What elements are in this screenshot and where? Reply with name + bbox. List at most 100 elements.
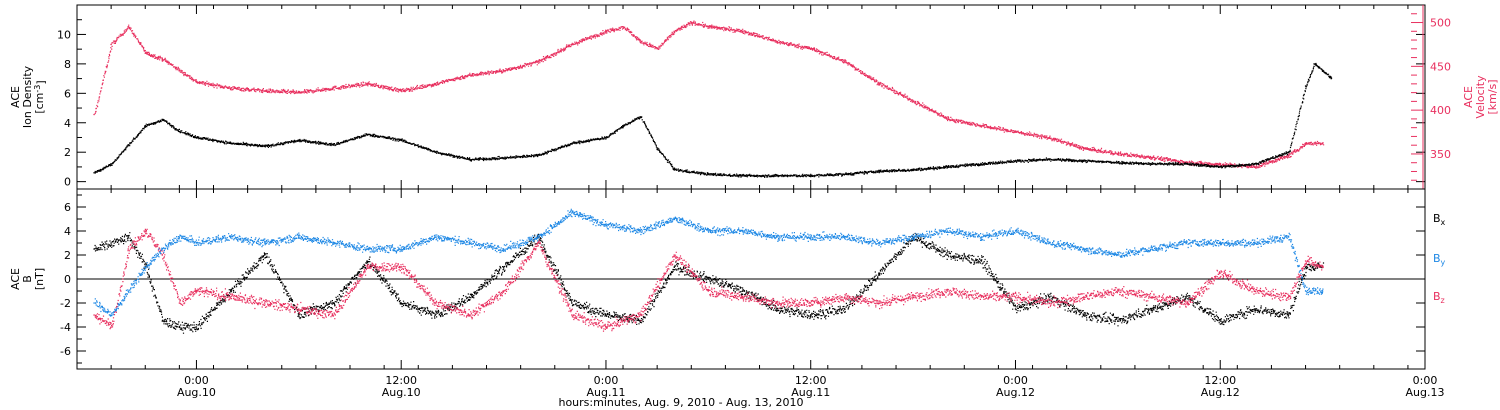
bz-series-point-22 (741, 296, 744, 298)
velocity-series-point-8 (263, 90, 266, 92)
by-series-point-30 (1014, 230, 1017, 232)
time-tick-date: Aug.11 (791, 386, 830, 399)
density-series-point-22 (673, 169, 675, 171)
bx-series-point-37 (1253, 308, 1256, 310)
density-axis-title-line: [cm (33, 93, 46, 114)
time-tick-hour: 12:00 (385, 374, 417, 387)
velocity-tick-label: 500 (1430, 17, 1451, 30)
density-series-point-26 (809, 175, 812, 177)
velocity-series-point-18 (605, 30, 607, 33)
density-tick-label: 10 (57, 28, 71, 41)
density-series-point-42 (1304, 85, 1307, 87)
bx-series-point-38 (1287, 314, 1290, 316)
by-series (93, 208, 1324, 317)
velocity-axis-title-line: ACE (1462, 86, 1475, 108)
time-tick-date: Aug.11 (586, 386, 625, 399)
bx-series-point-22 (741, 290, 744, 292)
density-tick-label: 4 (64, 117, 71, 130)
b-tick-label: 4 (64, 225, 71, 238)
velocity-series-point-28 (844, 61, 846, 63)
bx-series-point-1 (110, 242, 112, 244)
bz-series-point-6 (195, 290, 198, 292)
bz-series-point-21 (707, 290, 710, 292)
density-series-point-12 (400, 139, 403, 142)
by-series-point-34 (1151, 248, 1153, 250)
density-unit-exponent: -3 (33, 85, 42, 93)
bz-series-point-7 (229, 296, 232, 298)
density-series-point-28 (878, 170, 880, 173)
density-series-point-21 (656, 148, 658, 151)
bx-series-point-21 (707, 278, 710, 280)
velocity-axis-title: ACEVelocity[km/s] (1462, 75, 1499, 119)
density-series-point-32 (1014, 160, 1017, 162)
bz-series-point-18 (605, 326, 607, 328)
bx-series-point-10 (332, 302, 334, 304)
velocity-series-point-14 (468, 74, 471, 76)
bz-series-points (94, 228, 1324, 332)
bz-series-point-12 (400, 266, 403, 268)
density-series-point-23 (707, 173, 710, 176)
legend-bz: Bz (1433, 290, 1445, 305)
density-series-point-8 (263, 145, 266, 148)
density-series-points (94, 62, 1333, 178)
time-tick-hour: 0:00 (1413, 374, 1438, 387)
legend-bz-subscript: z (1441, 296, 1445, 305)
bz-series-point-8 (263, 302, 266, 304)
legend-bx-subscript: x (1441, 218, 1446, 227)
by-series-point-0 (93, 302, 95, 304)
by-series-point-39 (1304, 290, 1307, 292)
bz-series-point-2 (127, 248, 129, 250)
bz-series-point-29 (980, 296, 983, 298)
time-axis-title: hours:minutes, Aug. 9, 2010 - Aug. 13, 2… (558, 396, 803, 409)
bx-series-point-26 (878, 272, 880, 274)
density-series-point-19 (622, 124, 624, 127)
by-series-point-14 (468, 242, 471, 244)
velocity-series-point-37 (1151, 156, 1153, 159)
density-series-point-34 (1082, 160, 1085, 162)
bx-series-point-24 (809, 314, 812, 316)
velocity-series-point-32 (980, 125, 983, 127)
velocity-series-point-30 (912, 100, 914, 103)
velocity-series-point-34 (1048, 137, 1051, 139)
velocity-series-point-0 (93, 113, 95, 116)
bx-series-point-23 (775, 308, 778, 310)
density-tick-label: 8 (64, 58, 71, 71)
velocity-series-point-40 (1253, 166, 1256, 168)
by-series-point-21 (707, 230, 710, 232)
by-series-point-32 (1082, 248, 1085, 250)
density-series-point-13 (434, 151, 437, 153)
velocity-series-point-10 (332, 87, 334, 89)
by-series-point-6 (195, 242, 198, 244)
bx-series-point-31 (1048, 296, 1051, 298)
density-series-point-4 (161, 119, 164, 121)
velocity-axis-title-line: [km/s] (1486, 79, 1499, 114)
bx-series-point-12 (400, 302, 403, 304)
density-series-point-1 (110, 163, 112, 165)
density-series (93, 62, 1333, 178)
bx-series-point-0 (93, 248, 95, 250)
velocity-series-point-12 (400, 90, 403, 92)
legend-by: By (1433, 252, 1446, 267)
by-series-point-31 (1048, 242, 1051, 244)
velocity-series-point-17 (571, 43, 573, 46)
velocity-series-point-1 (110, 43, 112, 46)
velocity-series-point-11 (366, 83, 368, 85)
by-series-point-17 (571, 212, 573, 214)
bx-series-point-20 (673, 266, 675, 268)
bz-series-point-32 (1082, 296, 1085, 298)
velocity-series-point-9 (298, 91, 300, 94)
velocity-series-point-13 (434, 83, 437, 85)
bz-series-point-14 (468, 314, 471, 316)
velocity-series-point-15 (502, 69, 505, 72)
bx-series-point-5 (178, 326, 181, 328)
bx-series-point-4 (161, 320, 164, 322)
density-series-point-39 (1253, 163, 1256, 165)
b-axis-title-line: [nT] (33, 268, 46, 290)
bx-series-point-14 (468, 296, 471, 298)
time-tick-hour: 0:00 (184, 374, 209, 387)
velocity-tick-label: 400 (1430, 104, 1451, 117)
density-tick-label: 0 (64, 176, 71, 189)
by-series-point-22 (741, 230, 744, 232)
velocity-series-point-6 (195, 81, 198, 83)
b-tick-label: -6 (60, 345, 71, 358)
